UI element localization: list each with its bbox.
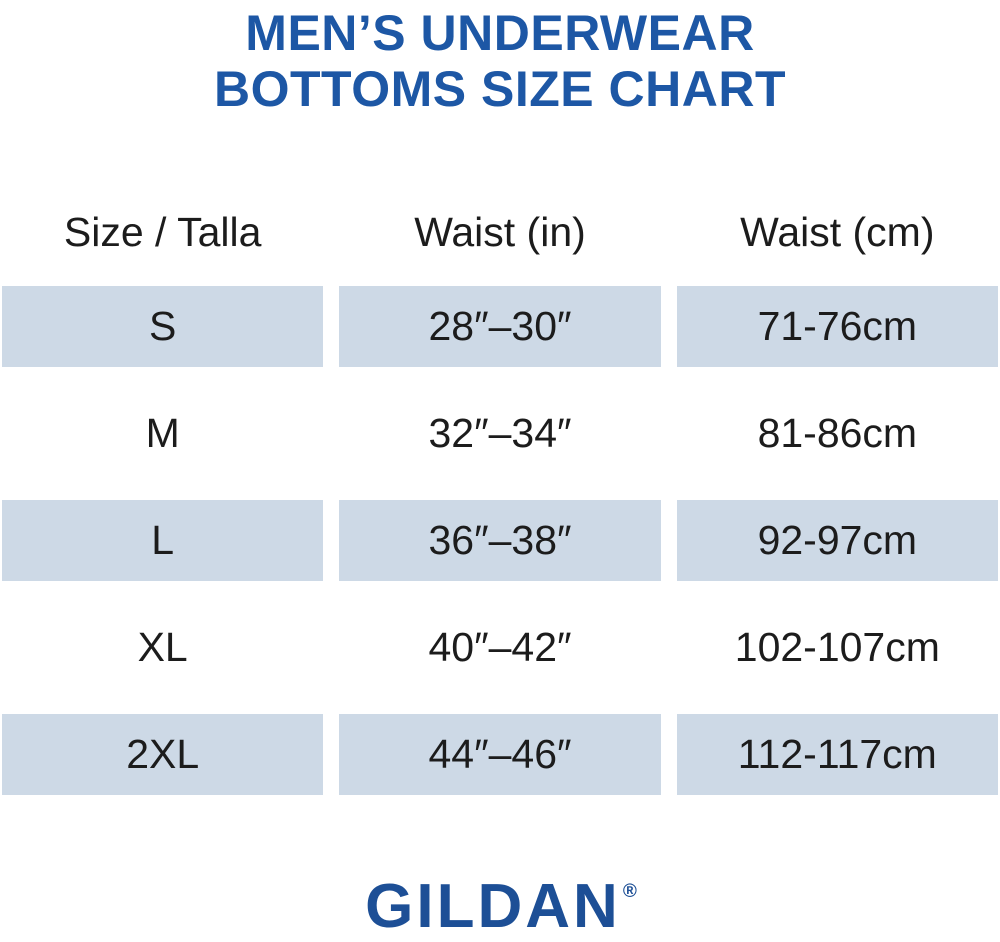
- size-cell: L: [2, 500, 324, 581]
- page-title-line1: MEN’S UNDERWEAR: [245, 5, 755, 61]
- waist-in-cell: 44″–46″: [339, 714, 661, 795]
- waist-cm-cell: 81-86cm: [757, 410, 918, 456]
- size-table: Size / Talla Waist (in) Waist (cm) S 28″…: [2, 209, 998, 795]
- column-header-waist-cm: Waist (cm): [740, 209, 935, 255]
- page-title: MEN’S UNDERWEAR BOTTOMS SIZE CHART: [0, 0, 1000, 117]
- waist-cm-cell: 92-97cm: [676, 500, 998, 581]
- column-header-waist-in: Waist (in): [414, 209, 586, 255]
- brand-logo: GILDAN ®: [0, 871, 1000, 942]
- table-header-row: Size / Talla Waist (in) Waist (cm): [2, 209, 998, 255]
- waist-in-cell: 32″–34″: [428, 410, 572, 456]
- waist-in-cell: 40″–42″: [428, 624, 572, 670]
- size-cell: 2XL: [2, 714, 324, 795]
- brand-logo-text: GILDAN: [365, 872, 621, 941]
- table-row-xl: XL 40″–42″ 102-107cm: [2, 607, 998, 688]
- registered-trademark-symbol: ®: [622, 881, 637, 902]
- waist-cm-cell: 112-117cm: [676, 714, 998, 795]
- waist-cm-cell: 71-76cm: [676, 286, 998, 367]
- waist-in-cell: 28″–30″: [339, 286, 661, 367]
- waist-in-cell: 36″–38″: [339, 500, 661, 581]
- table-row-2xl: 2XL 44″–46″ 112-117cm: [2, 714, 998, 795]
- page-title-line2: BOTTOMS SIZE CHART: [214, 61, 786, 117]
- size-cell: XL: [137, 624, 188, 670]
- table-row-m: M 32″–34″ 81-86cm: [2, 393, 998, 474]
- size-cell: S: [2, 286, 324, 367]
- column-header-size: Size / Talla: [63, 209, 262, 255]
- table-row-s: S 28″–30″ 71-76cm: [2, 286, 998, 367]
- waist-cm-cell: 102-107cm: [734, 624, 940, 670]
- size-cell: M: [145, 410, 180, 456]
- table-row-l: L 36″–38″ 92-97cm: [2, 500, 998, 581]
